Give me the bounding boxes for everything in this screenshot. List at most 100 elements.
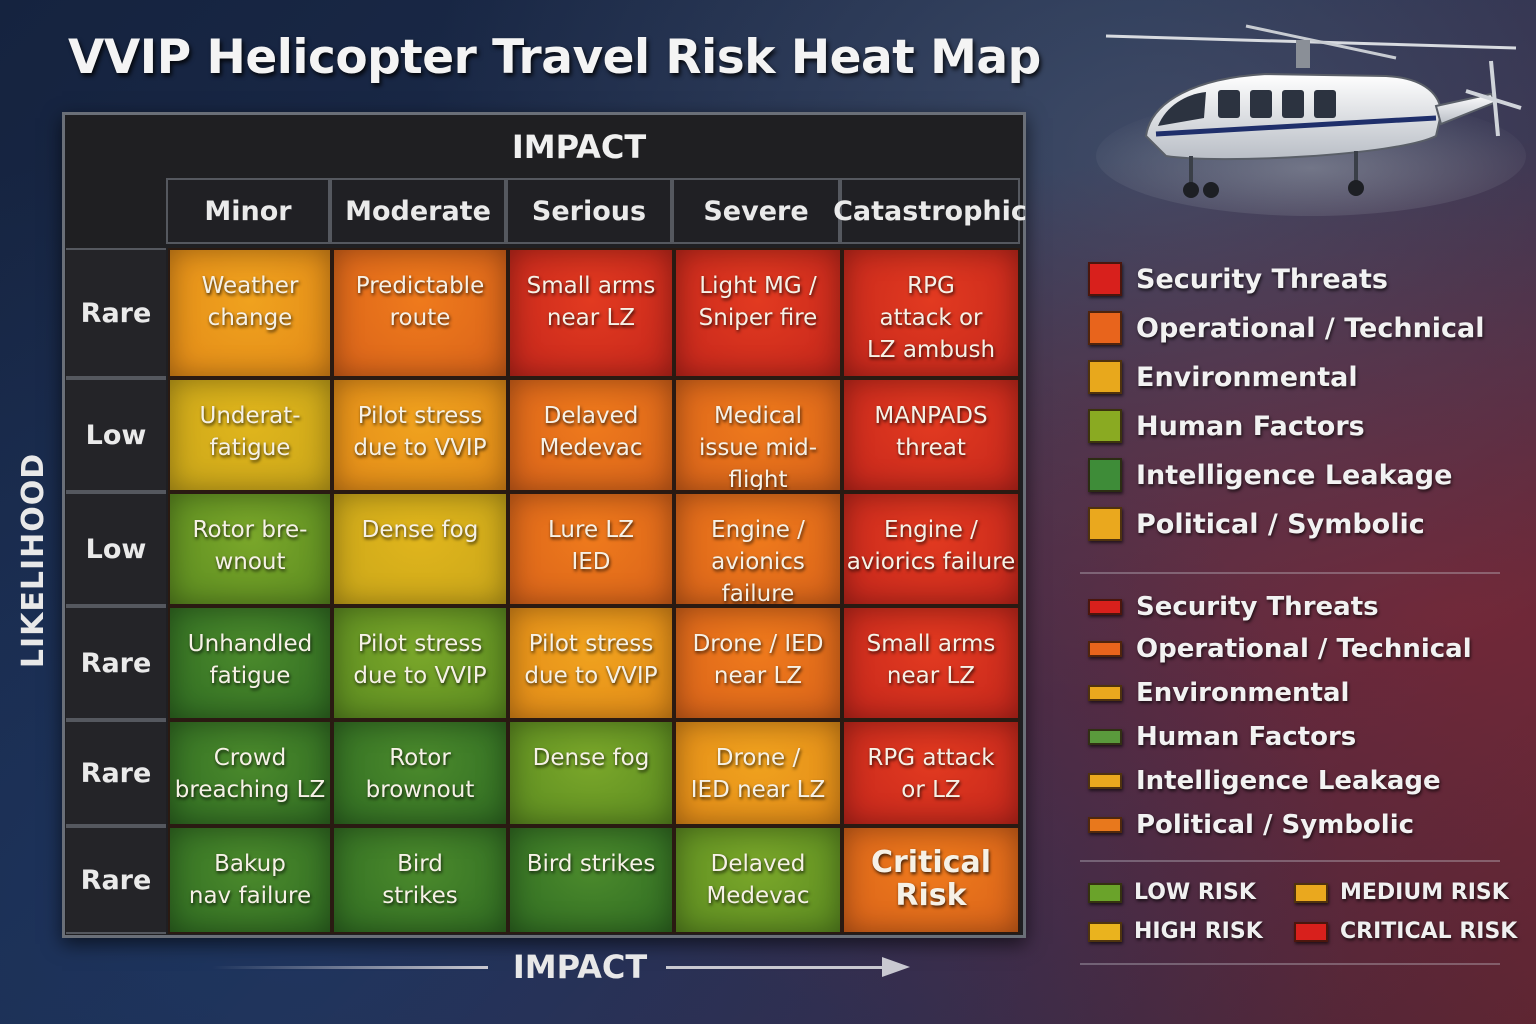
legend-divider-2 — [1080, 860, 1500, 862]
risk-label: LOW RISK — [1134, 880, 1256, 905]
likelihood-axis-text: LIKELIHOOD — [16, 452, 52, 668]
heatmap-cell-r1-minor: Weather change — [168, 248, 332, 378]
heatmap-cell-r2-catastrophic: MANPADS threat — [842, 378, 1020, 492]
legend-label: Human Factors — [1136, 410, 1365, 442]
row-header-5: Rare — [66, 720, 166, 826]
legend-label: Operational / Technical — [1136, 312, 1485, 344]
heatmap-cell-r6-minor: Bakup nav failure — [168, 826, 332, 934]
risk-level-critical-risk: CRITICAL RISK — [1294, 919, 1517, 944]
legend-item-security-threats: Security Threats — [1088, 592, 1379, 622]
legend-label: Operational / Technical — [1136, 634, 1472, 664]
legend-swatch — [1088, 360, 1122, 394]
legend-swatch — [1088, 599, 1122, 615]
legend-label: Security Threats — [1136, 263, 1388, 295]
heatmap-cell-r2-severe: Medical issue mid-flight — [674, 378, 842, 492]
legend-item-environmental: Environmental — [1088, 360, 1358, 394]
legend-swatch — [1088, 458, 1122, 492]
heatmap-cell-r2-serious: Delaved Medevac — [508, 378, 674, 492]
legend-divider-3 — [1080, 963, 1500, 965]
risk-swatch — [1294, 882, 1328, 903]
heatmap-cell-r1-severe: Light MG / Sniper fire — [674, 248, 842, 378]
heatmap-cell-r4-severe: Drone / IED near LZ — [674, 606, 842, 720]
heatmap-cell-r6-serious: Bird strikes — [508, 826, 674, 934]
legend-label: Environmental — [1136, 361, 1358, 393]
column-header-severe: Severe — [672, 178, 840, 244]
risk-swatch — [1294, 921, 1328, 942]
legend-item-operational-technical: Operational / Technical — [1088, 634, 1472, 664]
heatmap-cell-r4-serious: Pilot stress due to VVIP — [508, 606, 674, 720]
legend-swatch — [1088, 641, 1122, 657]
legend-item-political-symbolic: Political / Symbolic — [1088, 810, 1414, 840]
row-header-4: Rare — [66, 606, 166, 720]
risk-swatch — [1088, 882, 1122, 903]
legend-label: Political / Symbolic — [1136, 508, 1425, 540]
legend-label: Security Threats — [1136, 592, 1379, 622]
heatmap-cell-r2-minor: Underat- fatigue — [168, 378, 332, 492]
legend-item-political-symbolic: Political / Symbolic — [1088, 507, 1425, 541]
legend-swatch — [1088, 817, 1122, 833]
heatmap-cell-r5-severe: Drone / IED near LZ — [674, 720, 842, 826]
legend-label: Political / Symbolic — [1136, 810, 1415, 840]
legend-item-human-factors: Human Factors — [1088, 409, 1365, 443]
legend-item-intelligence-leakage: Intelligence Leakage — [1088, 458, 1452, 492]
legend-label: Human Factors — [1136, 722, 1357, 752]
heatmap-cell-r6-severe: Delaved Medevac — [674, 826, 842, 934]
page-title: VVIP Helicopter Travel Risk Heat Map — [68, 30, 1041, 85]
legend-swatch — [1088, 507, 1122, 541]
row-header-1: Rare — [66, 248, 166, 378]
legend-label: Environmental — [1136, 678, 1350, 708]
heatmap-cell-r3-serious: Lure LZ IED — [508, 492, 674, 606]
legend-swatch — [1088, 729, 1122, 745]
risk-level-high-risk: HIGH RISK — [1088, 919, 1263, 944]
risk-level-low-risk: LOW RISK — [1088, 880, 1256, 905]
legend-swatch — [1088, 409, 1122, 443]
legend-item-security-threats: Security Threats — [1088, 262, 1388, 296]
row-header-3: Low — [66, 492, 166, 606]
heatmap-cell-r1-moderate: Predictable route — [332, 248, 508, 378]
impact-axis-title-bottom: IMPACT — [512, 948, 648, 986]
heatmap-cell-r5-minor: Crowd breaching LZ — [168, 720, 332, 826]
risk-level-medium-risk: MEDIUM RISK — [1294, 880, 1509, 905]
legend-swatch — [1088, 685, 1122, 701]
risk-label: CRITICAL RISK — [1340, 919, 1518, 944]
column-header-moderate: Moderate — [330, 178, 506, 244]
legend-item-operational-technical: Operational / Technical — [1088, 311, 1485, 345]
heatmap-cell-r3-minor: Rotor bre- wnout — [168, 492, 332, 606]
legend-label: Intelligence Leakage — [1136, 459, 1453, 491]
risk-label: MEDIUM RISK — [1340, 880, 1509, 905]
column-header-catastrophic: Catastrophic — [833, 178, 1027, 244]
heatmap-cell-r4-moderate: Pilot stress due to VVIP — [332, 606, 508, 720]
heatmap-cell-r1-serious: Small arms near LZ — [508, 248, 674, 378]
legend-item-environmental: Environmental — [1088, 678, 1349, 708]
heatmap-cell-r3-catastrophic: Engine / aviorics failure — [842, 492, 1020, 606]
heatmap-cell-r6-moderate: Bird strikes — [332, 826, 508, 934]
legend-item-intelligence-leakage: Intelligence Leakage — [1088, 766, 1441, 796]
likelihood-axis-title: LIKELIHOOD — [6, 440, 62, 680]
impact-axis-title-top: IMPACT — [511, 128, 647, 166]
legend-swatch — [1088, 311, 1122, 345]
heatmap-cell-r4-catastrophic: Small arms near LZ — [842, 606, 1020, 720]
legend-swatch — [1088, 262, 1122, 296]
heatmap-cell-r3-moderate: Dense fog — [332, 492, 508, 606]
impact-axis-line-right — [666, 966, 886, 969]
heatmap-cell-r5-moderate: Rotor brownout — [332, 720, 508, 826]
legend-item-human-factors: Human Factors — [1088, 722, 1356, 752]
column-header-minor: Minor — [166, 178, 330, 244]
helicopter-icon — [1096, 24, 1526, 216]
heatmap-cell-r5-serious: Dense fog — [508, 720, 674, 826]
heatmap-cell-r6-catastrophic: Critical Risk — [842, 826, 1020, 934]
column-header-serious: Serious — [506, 178, 672, 244]
risk-label: HIGH RISK — [1134, 919, 1263, 944]
heatmap-cell-r3-severe: Engine / avionics failure — [674, 492, 842, 606]
heatmap-cell-r2-moderate: Pilot stress due to VVIP — [332, 378, 508, 492]
legend-label: Intelligence Leakage — [1136, 766, 1441, 796]
heatmap-cell-r4-minor: Unhandled fatigue — [168, 606, 332, 720]
risk-swatch — [1088, 921, 1122, 942]
row-header-2: Low — [66, 378, 166, 492]
row-header-6: Rare — [66, 826, 166, 934]
impact-axis-line-left — [212, 966, 488, 969]
impact-arrow-icon — [882, 957, 910, 977]
heatmap-cell-r1-catastrophic: RPG attack or LZ ambush — [842, 248, 1020, 378]
heatmap-cell-r5-catastrophic: RPG attack or LZ — [842, 720, 1020, 826]
legend-divider-1 — [1080, 572, 1500, 574]
